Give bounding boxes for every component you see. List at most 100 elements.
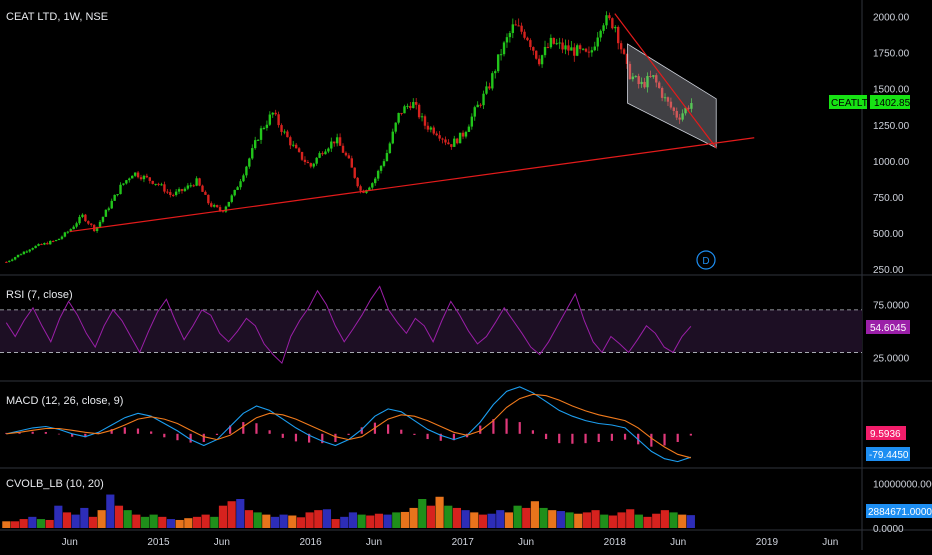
candle-up <box>581 48 585 50</box>
candle-down <box>619 43 623 50</box>
candle-up <box>663 97 667 99</box>
volume-bar <box>608 515 617 528</box>
candle-up <box>499 54 503 56</box>
candle-up <box>397 112 400 123</box>
candle-down <box>198 178 201 186</box>
candle-up <box>142 175 146 180</box>
candle-up <box>154 183 157 185</box>
candle-down <box>675 110 678 118</box>
last-price-label: 1402.85 <box>874 98 911 109</box>
price-badges: CEATLTD 1402.85 <box>829 95 911 109</box>
candle-down <box>461 132 465 137</box>
candle-down <box>277 114 280 126</box>
candle-down <box>218 207 222 211</box>
volume-bar <box>279 514 288 528</box>
volume-bar <box>400 511 410 528</box>
macd-badge-bg <box>866 447 910 461</box>
macd-pane <box>5 386 692 463</box>
price-tick-label: 2000.00 <box>873 13 910 24</box>
candle-up <box>253 140 257 149</box>
candle-down <box>172 194 175 196</box>
volume-bar <box>600 514 609 528</box>
volume-bar <box>10 521 20 528</box>
candle-up <box>491 73 494 89</box>
candle-up <box>283 131 286 133</box>
volume-bar <box>660 510 669 528</box>
candle-down <box>643 81 646 88</box>
candle-up <box>230 195 233 202</box>
candle-up <box>227 201 231 207</box>
candle-up <box>131 175 134 179</box>
volume-bar <box>504 512 513 528</box>
volume-bar <box>686 515 695 528</box>
resistance-trendline <box>614 13 717 149</box>
volume-bar <box>19 519 28 528</box>
volume-bar <box>513 505 522 528</box>
volume-bar <box>452 507 461 528</box>
x-tick-label: Jun <box>214 537 230 548</box>
candle-up <box>271 112 274 115</box>
volume-bar <box>478 514 487 528</box>
x-tick-label: 2018 <box>604 537 627 548</box>
candle-up <box>376 170 380 179</box>
candle-down <box>145 175 149 178</box>
last-price-badge <box>870 95 910 109</box>
candle-up <box>473 107 476 117</box>
candle-up <box>540 55 544 65</box>
volume-bar <box>357 514 366 528</box>
candle-down <box>426 125 430 130</box>
price-tick-label: 1500.00 <box>873 85 910 96</box>
candle-up <box>324 151 327 155</box>
candle-up <box>318 153 321 158</box>
candle-down <box>669 101 673 108</box>
macd-title: MACD (12, 26, close, 9) <box>6 395 123 407</box>
candle-up <box>177 189 181 192</box>
candle-down <box>400 112 403 114</box>
candle-up <box>119 184 122 195</box>
candle-down <box>294 144 298 149</box>
candle-up <box>95 226 99 231</box>
candle-down <box>438 135 441 139</box>
candle-up <box>508 33 512 38</box>
volume-bar <box>140 516 150 528</box>
candle-up <box>394 122 397 132</box>
rsi-band-fill <box>0 309 862 353</box>
candle-down <box>163 184 166 192</box>
volume-bar <box>210 516 219 528</box>
candle-up <box>19 254 23 256</box>
dividend-marker[interactable]: D <box>696 250 716 270</box>
symbol-badge-label: CEATLTD <box>831 98 875 109</box>
candle-down <box>300 151 304 160</box>
candle-up <box>49 240 52 245</box>
candle-up <box>420 116 424 118</box>
candle-up <box>133 172 137 176</box>
candle-up <box>75 223 78 227</box>
rsi-badge-label: 54.6045 <box>870 323 907 334</box>
candle-up <box>549 37 553 48</box>
candle-down <box>136 172 140 178</box>
volume-tick-label: 10000000.0000 <box>873 479 932 490</box>
volume-bar <box>236 499 245 528</box>
volume-bar <box>348 512 358 528</box>
candle-up <box>388 143 392 154</box>
candle-down <box>347 155 351 159</box>
volume-bar <box>366 515 375 528</box>
candle-up <box>406 105 409 107</box>
axes: 2000.00 1750.00 1500.00 1250.00 1000.00 750.0… <box>62 13 932 548</box>
signal-badge-label: 9.5936 <box>870 429 901 440</box>
candle-up <box>681 113 684 120</box>
rsi-line <box>5 285 692 365</box>
candle-up <box>110 200 113 209</box>
candle-up <box>690 103 693 109</box>
candle-up <box>327 148 330 152</box>
volume-bar <box>461 510 470 528</box>
candle-up <box>239 181 242 188</box>
candle-down <box>657 82 661 88</box>
candle-down <box>529 40 532 48</box>
candle-up <box>101 216 105 222</box>
candle-down <box>587 51 591 53</box>
candle-up <box>485 86 488 94</box>
candle-up <box>189 185 192 187</box>
